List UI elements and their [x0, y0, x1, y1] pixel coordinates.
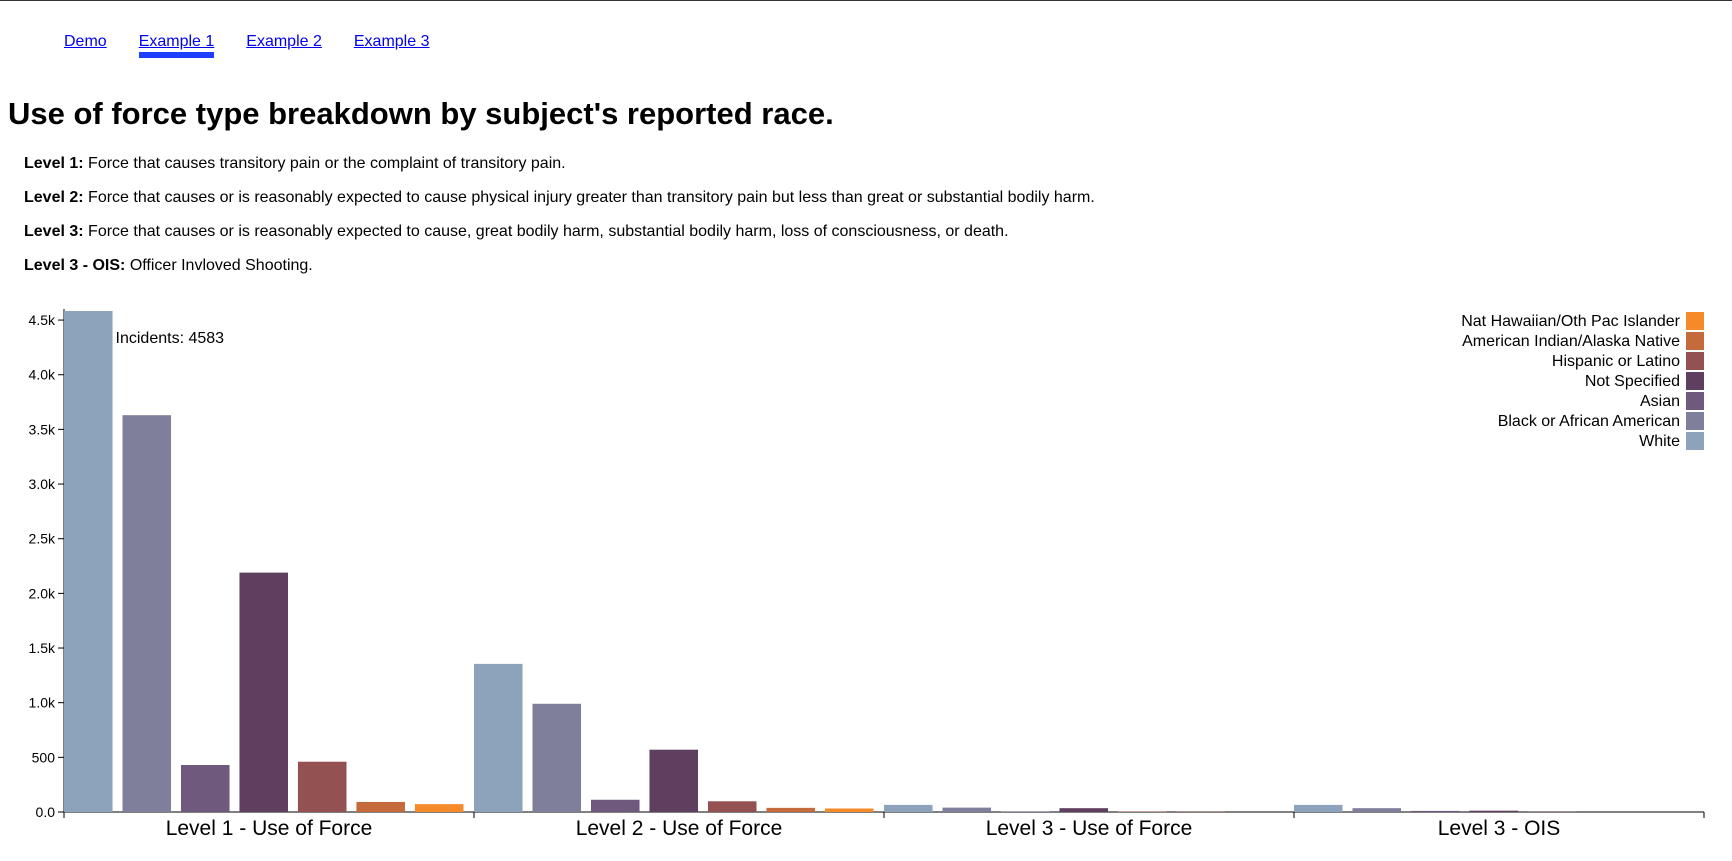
bar-asian[interactable] — [1411, 811, 1460, 812]
y-tick-label: 1.5k — [29, 640, 56, 656]
bar-asian[interactable] — [1001, 811, 1050, 812]
legend-label: White — [1639, 433, 1680, 450]
bar-white[interactable] — [64, 311, 113, 812]
bar-white[interactable] — [1294, 805, 1343, 812]
definition-text: Officer Invloved Shooting. — [125, 257, 312, 274]
legend-label: Not Specified — [1585, 373, 1680, 390]
definition-text: Force that causes or is reasonably expec… — [84, 189, 1095, 206]
x-category-label: Level 2 - Use of Force — [576, 817, 783, 840]
y-tick-label: 2.5k — [29, 531, 56, 547]
legend-label: Hispanic or Latino — [1552, 353, 1680, 370]
bar-black-or-african-american[interactable] — [122, 415, 171, 812]
legend-swatch — [1686, 312, 1704, 330]
legend-swatch — [1686, 332, 1704, 350]
y-tick-label: 4.0k — [29, 367, 56, 383]
definition-level-3-ois: Level 3 - OIS: Officer Invloved Shooting… — [24, 257, 1095, 275]
definition-term: Level 3: — [24, 223, 84, 240]
y-tick-label: 500 — [32, 749, 56, 765]
definition-term: Level 2: — [24, 189, 84, 206]
legend-swatch — [1686, 432, 1704, 450]
bar-not-specified[interactable] — [1059, 808, 1108, 812]
nav-link-example-3[interactable]: Example 3 — [354, 33, 430, 55]
bar-black-or-african-american[interactable] — [1352, 808, 1401, 812]
definition-text: Force that causes or is reasonably expec… — [84, 223, 1009, 240]
nav-link-example-1[interactable]: Example 1 — [139, 33, 215, 55]
definition-text: Force that causes transitory pain or the… — [84, 155, 566, 172]
definition-level-3: Level 3: Force that causes or is reasona… — [24, 223, 1095, 241]
bar-black-or-african-american[interactable] — [942, 808, 991, 812]
y-tick-label: 1.0k — [29, 695, 56, 711]
bar-white[interactable] — [884, 805, 933, 812]
definition-level-2: Level 2: Force that causes or is reasona… — [24, 189, 1095, 207]
bar-asian[interactable] — [591, 800, 640, 812]
y-tick-label: 4.5k — [29, 312, 56, 328]
tooltip-label: Incidents: 4583 — [116, 330, 225, 347]
legend-label: Asian — [1640, 393, 1680, 410]
definition-level-1: Level 1: Force that causes transitory pa… — [24, 155, 1095, 173]
y-tick-label: 3.5k — [29, 421, 56, 437]
legend-label: Black or African American — [1498, 413, 1680, 430]
y-tick-label: 2.0k — [29, 585, 56, 601]
definition-term: Level 1: — [24, 155, 84, 172]
bar-nat-hawaiian-oth-pac-islander[interactable] — [415, 804, 464, 812]
bar-black-or-african-american[interactable] — [532, 704, 581, 812]
y-tick-label: 3.0k — [29, 476, 56, 492]
bar-hispanic-or-latino[interactable] — [1118, 811, 1167, 812]
legend-swatch — [1686, 352, 1704, 370]
bar-chart: 0.0 500 1.0k 1.5k 2.0k 2.5k 3.0k 3.5k 4.0k 4.5k Le… — [0, 301, 1732, 856]
bar-not-specified[interactable] — [1469, 811, 1518, 812]
nav-link-demo[interactable]: Demo — [64, 33, 107, 55]
bar-american-indian-alaska-native[interactable] — [356, 802, 405, 812]
nav-link-example-2[interactable]: Example 2 — [246, 33, 322, 55]
definition-term: Level 3 - OIS: — [24, 257, 125, 274]
legend-label: American Indian/Alaska Native — [1462, 333, 1680, 350]
y-tick-label: 0.0 — [36, 804, 56, 820]
legend-swatch — [1686, 372, 1704, 390]
bar-not-specified[interactable] — [649, 750, 698, 812]
bar-not-specified[interactable] — [239, 573, 288, 812]
legend-label: Nat Hawaiian/Oth Pac Islander — [1461, 313, 1680, 330]
legend-swatch — [1686, 392, 1704, 410]
level-definitions: Level 1: Force that causes transitory pa… — [24, 155, 1095, 291]
bar-american-indian-alaska-native[interactable] — [766, 808, 815, 812]
x-category-label: Level 1 - Use of Force — [166, 817, 373, 840]
bar-nat-hawaiian-oth-pac-islander[interactable] — [825, 809, 874, 812]
bar-hispanic-or-latino[interactable] — [708, 801, 757, 812]
bar-white[interactable] — [474, 664, 523, 812]
bar-hispanic-or-latino[interactable] — [298, 762, 347, 812]
top-nav: Demo Example 1 Example 2 Example 3 — [64, 33, 429, 55]
legend-swatch — [1686, 412, 1704, 430]
page-title: Use of force type breakdown by subject's… — [8, 96, 834, 132]
x-category-label: Level 3 - Use of Force — [986, 817, 1193, 840]
bar-asian[interactable] — [181, 765, 230, 812]
x-category-label: Level 3 - OIS — [1438, 817, 1561, 840]
chart-container: 0.0 500 1.0k 1.5k 2.0k 2.5k 3.0k 3.5k 4.0k 4.5k Le… — [0, 301, 1732, 856]
